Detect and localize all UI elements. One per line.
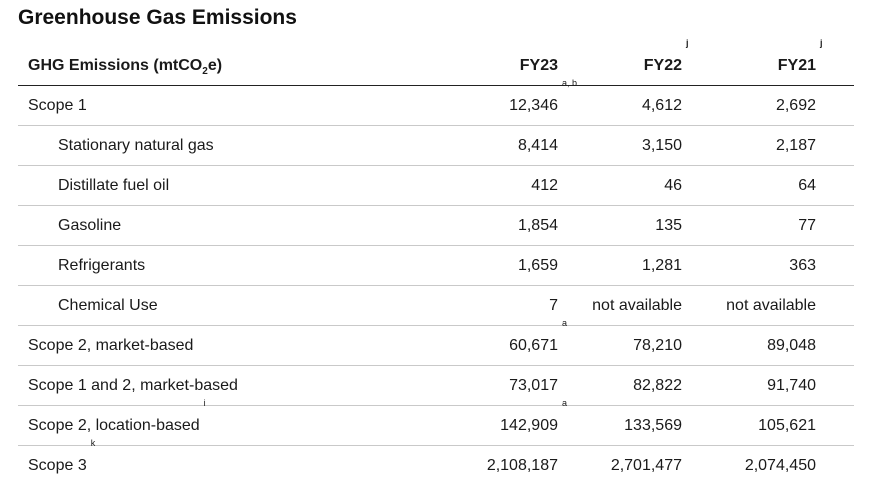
cell-fy23: 8,414 xyxy=(517,137,558,154)
table-row: Scope 2, market-based 60,671 a 78,210 89,048 xyxy=(18,318,854,366)
table-row: Distillate fuel oil 412 46 64 xyxy=(18,166,854,206)
cell-fy23: 142,909 a xyxy=(500,398,568,435)
cell-fy21: 2,187 xyxy=(775,137,816,154)
table-row: Stationary natural gas 8,414 3,150 2,187 xyxy=(18,126,854,166)
cell-fy21: 105,621 xyxy=(758,417,816,434)
row-label: Stationary natural gas xyxy=(58,137,214,154)
cell-fy21: 91,740 xyxy=(767,377,816,394)
row-label: Distillate fuel oil xyxy=(58,177,170,194)
table-body: Scope 1 12,346 a, b 4,612 2,692 Stationary na… xyxy=(18,78,854,485)
cell-fy21: 2,074,450 xyxy=(744,457,816,474)
footnote-marker: j xyxy=(820,38,823,48)
header-metric: GHG Emissions (mtCO2e) xyxy=(28,57,223,78)
table-row: Scope 1 and 2, market-based 73,017 82,822 9… xyxy=(18,366,854,406)
footnote-marker: k xyxy=(90,438,96,448)
row-label: Scope 2, market-based xyxy=(28,337,194,354)
cell-fy22: 82,822 xyxy=(633,377,682,394)
cell-fy21: 77 xyxy=(798,217,816,234)
row-label: Refrigerants xyxy=(58,257,146,274)
cell-fy22: 46 xyxy=(664,177,682,194)
footnote-marker: a, b xyxy=(562,78,578,88)
row-label: Scope 1 and 2, market-based xyxy=(28,377,238,394)
table-row: Refrigerants 1,659 1,281 363 xyxy=(18,246,854,286)
footnote-marker: j xyxy=(686,38,689,48)
cell-fy21: not available xyxy=(726,297,816,314)
cell-fy21: 363 xyxy=(789,257,816,274)
header-fy23: FY23 xyxy=(519,57,558,74)
cell-fy23: 412 xyxy=(531,177,558,194)
row-label: Gasoline xyxy=(58,217,122,234)
cell-fy23: 60,671 a xyxy=(509,318,568,355)
row-label: Chemical Use xyxy=(58,297,158,314)
cell-fy22: 3,150 xyxy=(641,137,682,154)
table-row: Gasoline 1,854 135 77 xyxy=(18,206,854,246)
cell-fy23: 1,659 xyxy=(517,257,558,274)
cell-fy22: 4,612 xyxy=(641,97,682,114)
cell-fy22: 1,281 xyxy=(641,257,682,274)
cell-fy23: 12,346 a, b xyxy=(509,78,578,115)
cell-fy23: 1,854 xyxy=(517,217,558,234)
cell-fy23: 73,017 xyxy=(509,377,558,394)
row-label: Scope 1 xyxy=(28,97,87,114)
cell-fy21: 64 xyxy=(798,177,816,194)
table-row: Chemical Use 7 not available not available xyxy=(18,286,854,326)
emissions-table: GHG Emissions (mtCO2e) FY23 FY22 j FY21 j … xyxy=(18,38,854,485)
cell-fy21: 89,048 xyxy=(767,337,816,354)
cell-fy23: 2,108,187 xyxy=(486,457,558,474)
footnote-marker: a xyxy=(562,318,568,328)
cell-fy22: 133,569 xyxy=(624,417,682,434)
table-row: Scope 1 12,346 a, b 4,612 2,692 xyxy=(18,78,854,126)
page-title: Greenhouse Gas Emissions xyxy=(18,6,297,29)
row-label: Scope 2, location-based i xyxy=(28,398,206,435)
cell-fy22: 2,701,477 xyxy=(610,457,682,474)
cell-fy22: 135 xyxy=(655,217,682,234)
cell-fy22: not available xyxy=(592,297,682,314)
header-fy22: FY22 j xyxy=(643,38,689,75)
cell-fy23: 7 xyxy=(549,297,558,314)
table-row: Scope 2, location-based i 142,909 a 133,569 1… xyxy=(18,398,854,446)
header-fy21: FY21 j xyxy=(777,38,823,75)
footnote-marker: a xyxy=(562,398,568,408)
table-row: Scope 3 k 2,108,187 2,701,477 2,074,450 xyxy=(18,438,854,485)
footnote-marker: i xyxy=(203,398,206,408)
cell-fy21: 2,692 xyxy=(775,97,816,114)
cell-fy22: 78,210 xyxy=(633,337,682,354)
table-header-row: GHG Emissions (mtCO2e) FY23 FY22 j FY21 j xyxy=(18,38,854,86)
